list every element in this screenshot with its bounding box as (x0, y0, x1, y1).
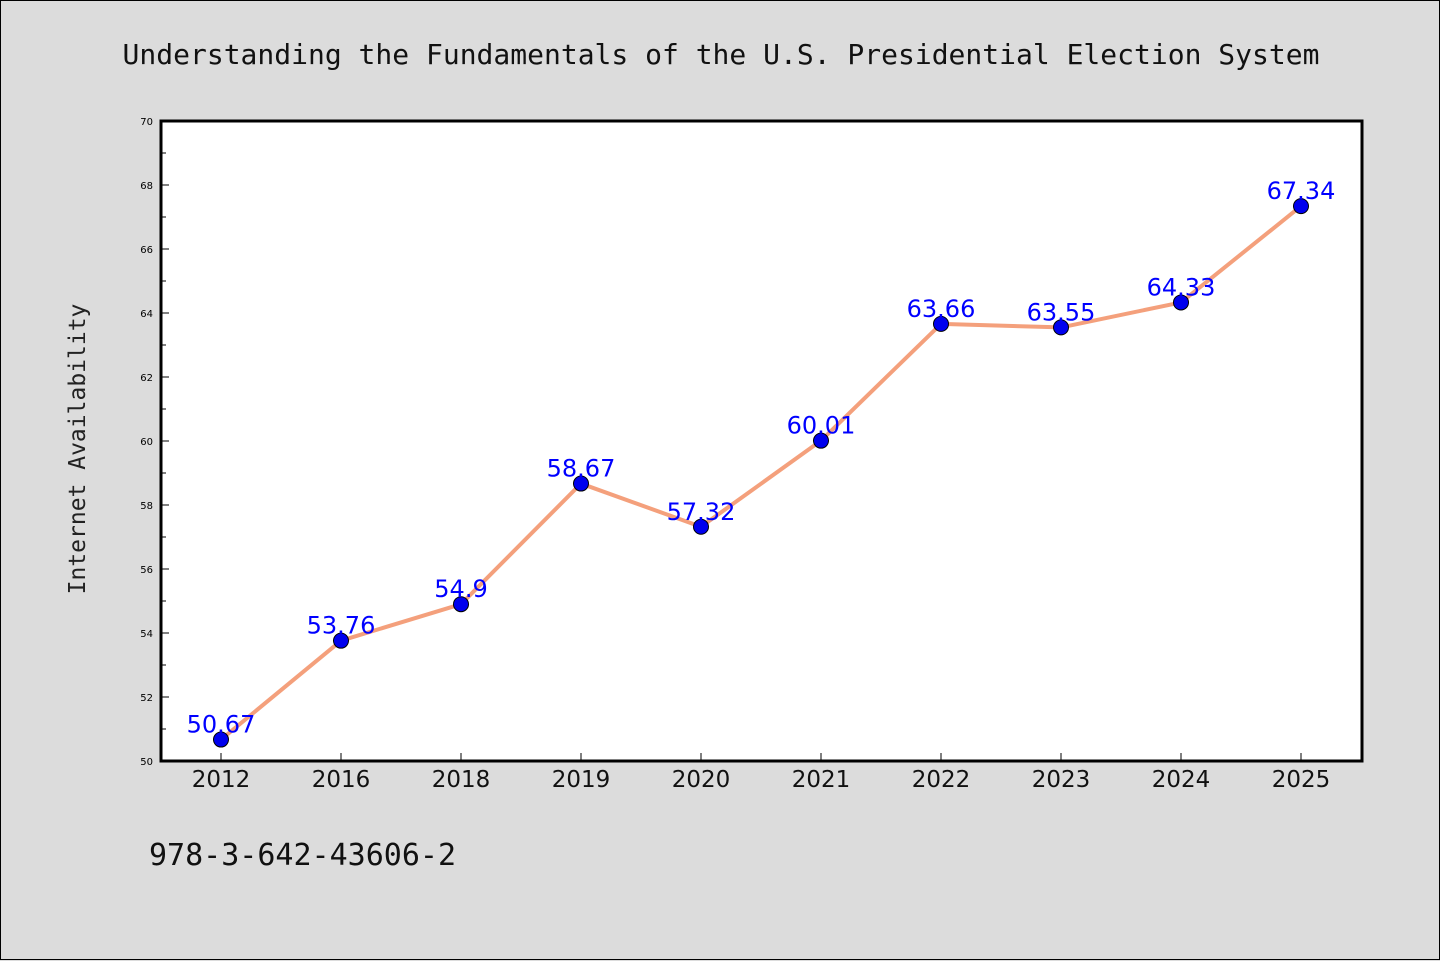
y-tick-label: 50 (140, 757, 153, 768)
data-point (213, 731, 229, 748)
y-axis-label: Internet Availability (65, 304, 91, 595)
y-tick-label: 64 (140, 309, 153, 320)
data-label: 63.66 (907, 295, 976, 323)
x-tick-label: 2018 (432, 767, 491, 793)
y-tick-label: 56 (140, 565, 153, 576)
data-label: 60.01 (787, 412, 856, 440)
data-label: 58.67 (547, 455, 616, 483)
data-label: 50.67 (187, 711, 256, 739)
y-tick-label: 68 (140, 181, 153, 192)
x-tick-label: 2012 (192, 767, 251, 793)
data-label: 63.55 (1027, 298, 1096, 326)
data-label: 53.76 (307, 612, 376, 640)
chart-title: Understanding the Fundamentals of the U.… (123, 38, 1320, 71)
y-tick-label: 62 (140, 373, 153, 384)
series-line (219, 204, 1303, 742)
data-points (213, 198, 1309, 748)
y-tick-label: 52 (140, 693, 153, 704)
data-point (1173, 294, 1189, 311)
data-label: 64.33 (1147, 273, 1216, 301)
x-axis: 2012 2016 2018 2019 2020 2021 2022 2023 2024 2025 (192, 753, 1331, 793)
data-point (1053, 319, 1069, 336)
data-label: 57.32 (667, 498, 736, 526)
isbn-text: 978-3-642-43606-2 (149, 838, 456, 873)
data-point (333, 632, 349, 649)
x-tick-label: 2024 (1152, 767, 1211, 793)
series-line-group (219, 204, 1303, 742)
x-tick-label: 2016 (312, 767, 371, 793)
x-tick-label: 2020 (672, 767, 731, 793)
x-tick-label: 2023 (1032, 767, 1091, 793)
x-tick-label: 2025 (1272, 767, 1331, 793)
data-point (453, 596, 469, 613)
x-tick-label: 2021 (792, 767, 851, 793)
y-tick-label: 60 (140, 437, 153, 448)
x-tick-label: 2019 (552, 767, 611, 793)
y-tick-label: 66 (140, 245, 153, 256)
data-point (693, 518, 709, 535)
y-tick-label: 54 (140, 629, 153, 640)
data-point (573, 475, 589, 492)
data-point (1293, 198, 1309, 215)
data-point (933, 315, 949, 332)
y-tick-label: 70 (140, 117, 153, 128)
data-labels: 50.67 53.76 54.9 58.67 57.32 60.01 63.66 63.55 6… (187, 177, 1336, 738)
y-axis: 50 52 54 56 58 60 62 64 66 68 70 (140, 117, 169, 768)
x-tick-label: 2022 (912, 767, 971, 793)
data-point (813, 432, 829, 449)
plot-area (159, 119, 1364, 763)
data-label: 67.34 (1267, 177, 1336, 205)
y-tick-label: 58 (140, 501, 153, 512)
data-label: 54.9 (434, 575, 487, 603)
